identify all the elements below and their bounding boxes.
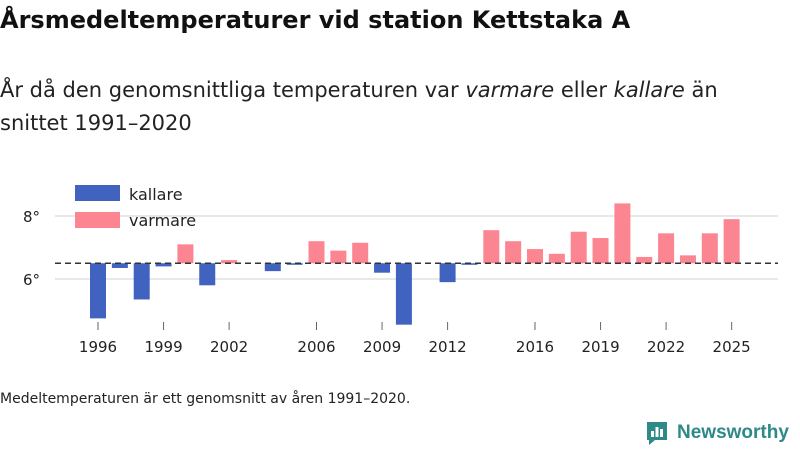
bar-1999	[155, 263, 172, 267]
bar-2016	[527, 249, 543, 264]
bar-2004	[264, 263, 281, 272]
bar-2025	[723, 219, 740, 264]
y-tick-label: 6°	[23, 271, 40, 289]
subtitle-suffix: än snittet 1991–2020	[0, 78, 718, 135]
bar-2022	[658, 233, 675, 264]
bar-2021	[636, 256, 653, 264]
footnote: Medeltemperaturen är ett genomsnitt av å…	[0, 391, 411, 407]
bar-2019	[592, 238, 609, 264]
subtitle-prefix: År då den genomsnittliga temperaturen va…	[0, 78, 466, 102]
bar-2015	[505, 241, 522, 264]
legend-swatch-kallare	[75, 185, 120, 201]
legend-label-kallare: kallare	[129, 185, 183, 204]
bar-2020	[614, 203, 631, 264]
x-tick-label: 1996	[79, 338, 117, 356]
newsworthy-chart-icon	[647, 422, 667, 445]
newsworthy-logo: Newsworthy	[645, 420, 789, 446]
bar-2017	[548, 253, 565, 264]
subtitle-mid: eller	[554, 78, 614, 102]
bar-2024	[701, 233, 718, 264]
bar-2012	[439, 263, 456, 283]
bar-2001	[199, 263, 216, 286]
x-tick-label: 2002	[210, 338, 248, 356]
x-tick-label: 2022	[647, 338, 685, 356]
x-tick-label: 2019	[581, 338, 619, 356]
bar-1997	[111, 263, 128, 268]
bar-2014	[483, 230, 500, 264]
legend-swatch-varmare	[75, 212, 120, 228]
bar-2005	[286, 263, 303, 265]
bar-2002	[221, 260, 238, 264]
x-tick-label: 2009	[363, 338, 401, 356]
bar-2010	[395, 263, 412, 325]
bar-1996	[90, 263, 106, 319]
bar-2018	[570, 231, 587, 264]
x-tick-label: 2006	[297, 338, 335, 356]
subtitle-warm-word: varmare	[465, 78, 555, 102]
legend-label-varmare: varmare	[129, 211, 196, 230]
x-tick-label: 2016	[516, 338, 554, 356]
x-tick-label: 1999	[144, 338, 182, 356]
chart-subtitle: År då den genomsnittliga temperaturen va…	[0, 74, 780, 140]
bar-2023	[679, 255, 696, 264]
bar-2006	[308, 241, 325, 264]
x-tick-label: 2012	[429, 338, 467, 356]
subtitle-cold-word: kallare	[613, 78, 685, 102]
bar-2009	[374, 263, 391, 273]
x-tick-label: 2025	[713, 338, 751, 356]
legend: kallare varmare	[75, 185, 196, 230]
bar-layer	[90, 203, 740, 325]
brand-name: Newsworthy	[677, 422, 789, 443]
axis-layer: 1996 1999 2002 2006 2009 2012 2016 2019 2022 2025	[55, 262, 778, 356]
grid-layer: 6° 8°	[23, 208, 778, 289]
bar-2000	[177, 244, 194, 264]
chart-title: Årsmedeltemperaturer vid station Kettsta…	[0, 6, 631, 34]
bar-1998	[133, 263, 150, 300]
bar-chart: 6° 8° 1996 1999 2002 2006 2009 2012 2016 2019 202…	[23, 185, 778, 356]
y-tick-label: 8°	[23, 208, 40, 226]
bar-2008	[352, 242, 369, 264]
bar-2007	[330, 250, 347, 264]
